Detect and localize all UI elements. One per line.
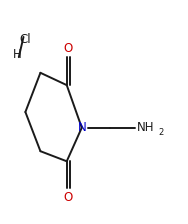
Text: N: N	[77, 121, 86, 134]
Text: 2: 2	[159, 128, 164, 137]
Text: H: H	[13, 48, 21, 61]
Text: O: O	[64, 191, 73, 204]
Text: NH: NH	[137, 121, 155, 134]
Text: Cl: Cl	[20, 33, 31, 46]
Text: O: O	[64, 42, 73, 55]
